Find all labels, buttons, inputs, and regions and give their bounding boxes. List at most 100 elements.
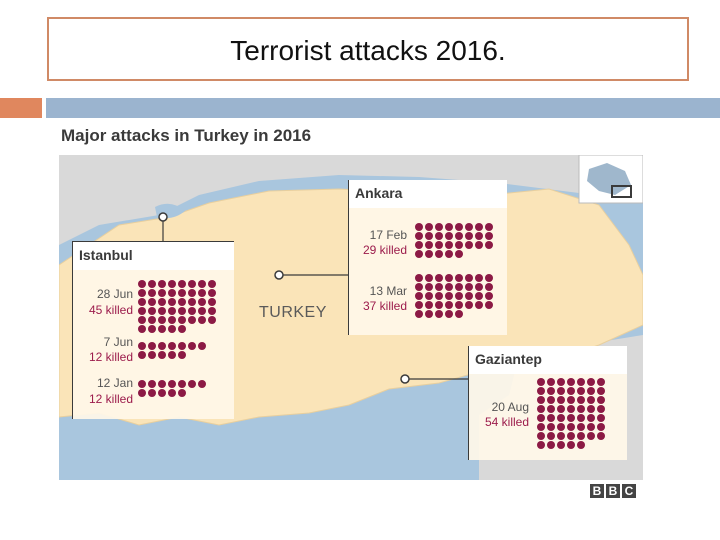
casualty-dot (445, 310, 453, 318)
casualty-dot (577, 441, 585, 449)
casualty-dot (547, 405, 555, 413)
ankara-attack-2-date: 13 Mar (369, 284, 407, 298)
casualty-dot (557, 414, 565, 422)
casualty-dot (435, 241, 443, 249)
casualty-dot (465, 301, 473, 309)
casualty-dot (188, 380, 196, 388)
country-label: TURKEY (259, 304, 327, 321)
ankara-attack-2-dots (415, 274, 494, 318)
casualty-dot (198, 342, 206, 350)
accent-bar-blue (46, 98, 720, 118)
casualty-dot (425, 301, 433, 309)
panel-ankara-header: Ankara (349, 180, 507, 208)
casualty-dot (425, 310, 433, 318)
casualty-dot (158, 280, 166, 288)
casualty-dot (567, 387, 575, 395)
istanbul-attack-1-dots (138, 280, 217, 333)
casualty-dot (445, 241, 453, 249)
casualty-dot (455, 241, 463, 249)
casualty-dot (158, 289, 166, 297)
marker-istanbul (158, 212, 168, 222)
casualty-dot (148, 316, 156, 324)
slide-title: Terrorist attacks 2016. (230, 35, 506, 66)
casualty-dot (435, 223, 443, 231)
casualty-dot (587, 423, 595, 431)
casualty-dot (547, 378, 555, 386)
casualty-dot (567, 423, 575, 431)
casualty-dot (138, 289, 146, 297)
casualty-dot (577, 387, 585, 395)
casualty-dot (148, 342, 156, 350)
casualty-dot (435, 301, 443, 309)
casualty-dot (168, 325, 176, 333)
casualty-dot (198, 298, 206, 306)
casualty-dot (577, 405, 585, 413)
casualty-dot (485, 232, 493, 240)
casualty-dot (178, 298, 186, 306)
casualty-dot (168, 280, 176, 288)
marker-gaziantep (400, 374, 410, 384)
casualty-dot (587, 405, 595, 413)
casualty-dot (557, 378, 565, 386)
casualty-dot (537, 405, 545, 413)
casualty-dot (158, 298, 166, 306)
northern-neighbors (59, 155, 643, 245)
casualty-dot (597, 405, 605, 413)
casualty-dot (168, 289, 176, 297)
casualty-dot (597, 423, 605, 431)
casualty-dot (415, 250, 423, 258)
casualty-dot (148, 298, 156, 306)
casualty-dot (567, 405, 575, 413)
casualty-dot (465, 241, 473, 249)
casualty-dot (178, 351, 186, 359)
casualty-dot (158, 342, 166, 350)
bbc-letter: B (606, 484, 620, 498)
casualty-dot (148, 351, 156, 359)
casualty-dot (208, 280, 216, 288)
casualty-dot (597, 432, 605, 440)
casualty-dot (455, 232, 463, 240)
casualty-dot (188, 298, 196, 306)
casualty-dot (557, 441, 565, 449)
casualty-dot (537, 387, 545, 395)
casualty-dot (415, 274, 423, 282)
casualty-dot (168, 380, 176, 388)
casualty-dot (168, 316, 176, 324)
casualty-dot (148, 389, 156, 397)
bbc-letter: C (622, 484, 636, 498)
casualty-dot (485, 241, 493, 249)
casualty-dot (577, 414, 585, 422)
casualty-dot (445, 250, 453, 258)
casualty-dot (158, 325, 166, 333)
casualty-dot (577, 423, 585, 431)
casualty-dot (415, 283, 423, 291)
casualty-dot (178, 316, 186, 324)
casualty-dot (188, 289, 196, 297)
casualty-dot (547, 432, 555, 440)
istanbul-attack-3-date: 12 Jan (96, 376, 133, 390)
casualty-dot (188, 342, 196, 350)
istanbul-attack-2-killed: 12 killed (88, 350, 133, 364)
casualty-dot (425, 250, 433, 258)
casualty-dot (537, 441, 545, 449)
casualty-dot (435, 283, 443, 291)
casualty-dot (587, 378, 595, 386)
panel-istanbul-header: Istanbul (73, 242, 234, 270)
casualty-dot (537, 414, 545, 422)
panel-ankara: Ankara 17 Feb 29 killed 13 Mar 37 killed (348, 180, 507, 335)
casualty-dot (138, 307, 146, 315)
casualty-dot (547, 441, 555, 449)
casualty-dot (148, 325, 156, 333)
bbc-letter: B (590, 484, 604, 498)
casualty-dot (547, 414, 555, 422)
casualty-dot (168, 389, 176, 397)
casualty-dot (208, 307, 216, 315)
casualty-dot (158, 380, 166, 388)
casualty-dot (537, 378, 545, 386)
ankara-attack-2-killed: 37 killed (362, 299, 407, 313)
casualty-dot (198, 289, 206, 297)
istanbul-attack-2-date: 7 Jun (103, 335, 133, 349)
casualty-dot (208, 289, 216, 297)
casualty-dot (168, 351, 176, 359)
casualty-dot (465, 292, 473, 300)
